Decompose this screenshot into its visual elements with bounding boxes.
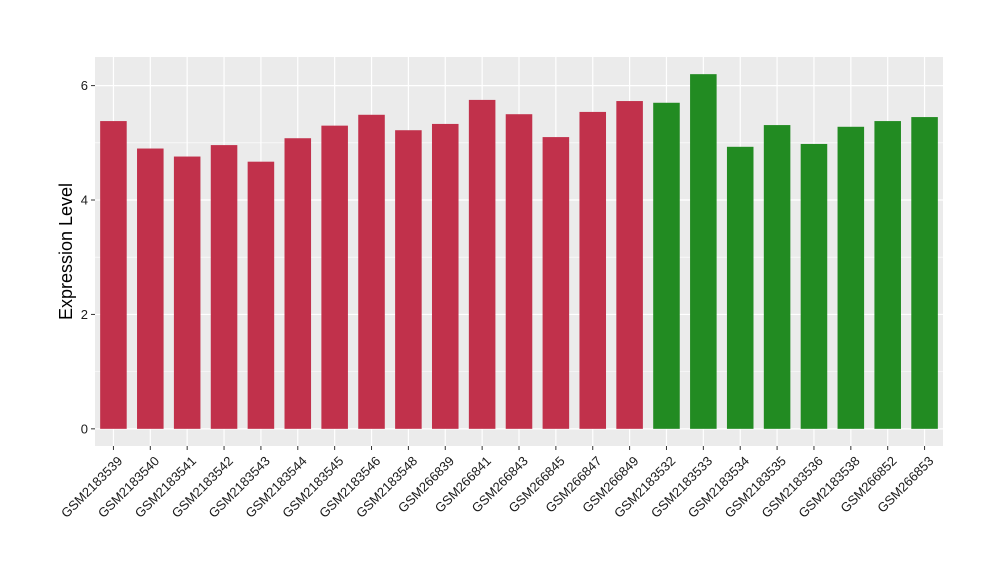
bar-gsm2183533 [690,74,717,429]
bar-gsm2183539 [100,121,127,429]
bar-gsm2183541 [173,156,201,429]
bar-gsm266847 [579,111,607,429]
bar-gsm2183536 [800,143,828,429]
bar-gsm2183548 [395,130,422,429]
bar-gsm2183532 [653,102,680,429]
x-axis: GSM2183539GSM2183540GSM2183541GSM2183542… [58,446,936,521]
y-axis-title: Expression Level [56,183,76,320]
y-tick-label: 6 [81,78,88,93]
bar-gsm266853 [911,117,938,429]
bar-gsm2183543 [247,161,275,429]
bar-gsm2183545 [321,125,348,429]
bars-group [100,74,938,429]
bar-gsm2183535 [763,125,791,429]
bar-gsm2183542 [210,145,238,429]
bar-gsm2183534 [726,146,754,429]
bar-gsm2183544 [284,138,312,429]
bar-gsm266839 [431,123,459,429]
bar-gsm2183538 [837,126,865,429]
bar-gsm266852 [874,121,901,429]
bar-gsm266849 [616,101,643,429]
bar-gsm266845 [542,137,570,429]
y-axis: 0 2 4 6 [81,78,95,436]
bar-gsm2183546 [358,114,385,429]
y-tick-label: 4 [81,193,88,208]
bar-gsm2183540 [137,148,164,429]
y-tick-label: 0 [81,421,88,436]
bar-gsm266843 [505,114,533,429]
bar-gsm266841 [468,99,496,429]
y-tick-label: 2 [81,307,88,322]
